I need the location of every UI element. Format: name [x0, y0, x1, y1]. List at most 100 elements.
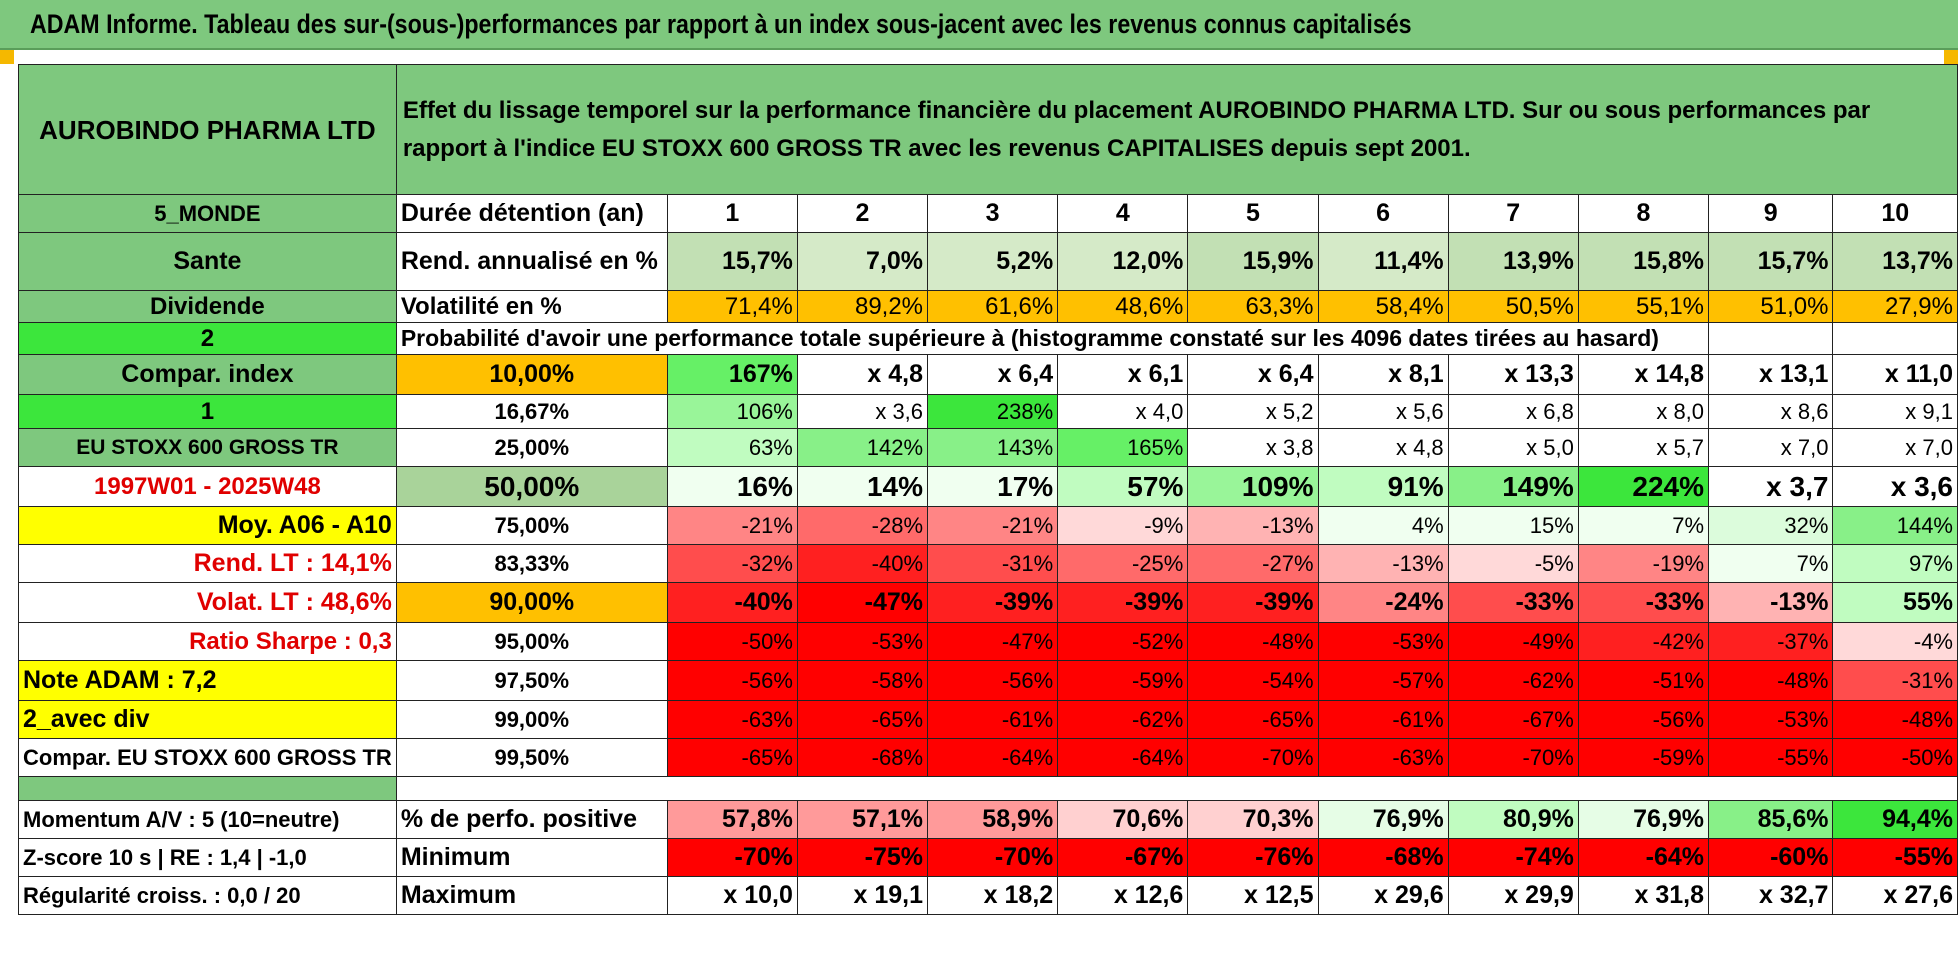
value-cell: -61% [1317, 700, 1449, 739]
value-cell: 7% [1577, 506, 1710, 545]
value-cell: 76,9% [1577, 800, 1710, 839]
value-cell: 14% [796, 466, 929, 507]
value-cell: -64% [1057, 738, 1189, 777]
row-left-cell: Compar. index [18, 354, 397, 395]
value-cell: 70,6% [1057, 800, 1189, 839]
value-cell: -57% [1317, 660, 1449, 701]
table-row: Compar. EU STOXX 600 GROSS TR 99,50% -65% -… [18, 738, 1958, 777]
value-cell: -70% [1187, 738, 1319, 777]
page-title: ADAM Informe. Tableau des sur-(sous-)per… [30, 9, 1412, 39]
value-cell: -21% [666, 506, 798, 545]
value-cell: 7 [1447, 194, 1579, 233]
value-cell: 2 [796, 194, 929, 233]
value-cell: x 7,0 [1708, 428, 1834, 467]
table-row: Moy. A06 - A10 75,00% -21% -28% -21% -9% -13% 4… [18, 506, 1958, 545]
table-description: Effet du lissage temporel sur la perform… [395, 64, 1958, 195]
value-cell: -49% [1447, 622, 1579, 661]
value-cell: -64% [1577, 838, 1710, 877]
table-row: 2_avec div 99,00% -63% -65% -61% -62% -65% -61%… [18, 700, 1958, 739]
value-cell: 7% [1708, 544, 1834, 583]
value-cell: 50,5% [1447, 290, 1579, 323]
value-cell: -60% [1708, 838, 1834, 877]
value-cell: x 6,8 [1447, 394, 1579, 429]
value-cell: -59% [1577, 738, 1710, 777]
value-cell: -51% [1577, 660, 1710, 701]
value-cell: x 5,2 [1187, 394, 1319, 429]
value-cell: 48,6% [1057, 290, 1189, 323]
value-cell: 15,8% [1577, 232, 1710, 291]
value-cell: 63,3% [1187, 290, 1319, 323]
value-cell: -42% [1577, 622, 1710, 661]
value-cell: -64% [927, 738, 1059, 777]
value-cell: 76,9% [1317, 800, 1449, 839]
value-cell: -68% [796, 738, 929, 777]
value-cell: -61% [927, 700, 1059, 739]
value-cell: x 4,0 [1057, 394, 1189, 429]
table-row: Compar. index 10,00% 167% x 4,8 x 6,4 x 6,1 x … [18, 354, 1958, 395]
value-cell: -9% [1057, 506, 1189, 545]
value-cell: 16% [666, 466, 798, 507]
value-cell: -13% [1317, 544, 1449, 583]
value-cell: -39% [1057, 582, 1189, 623]
value-cell: -24% [1317, 582, 1449, 623]
value-cell: -53% [1708, 700, 1834, 739]
value-cell: x 4,8 [1317, 428, 1449, 467]
row-label: 50,00% [395, 466, 668, 507]
empty-cell [1832, 322, 1958, 355]
value-cell: 57% [1057, 466, 1189, 507]
value-cell: 167% [666, 354, 798, 395]
value-cell: -27% [1187, 544, 1319, 583]
value-cell: 71,4% [666, 290, 798, 323]
table-row: EU STOXX 600 GROSS TR 25,00% 63% 142% 143% 16… [18, 428, 1958, 467]
table-row: Volat. LT : 48,6% 90,00% -40% -47% -39% -39% -… [18, 582, 1958, 623]
row-label: Volatilité en % [395, 290, 668, 323]
value-cell: x 19,1 [796, 876, 929, 915]
value-cell: -39% [927, 582, 1059, 623]
value-cell: x 8,6 [1708, 394, 1834, 429]
row-label: 83,33% [395, 544, 668, 583]
value-cell: -47% [927, 622, 1059, 661]
spacer-row [18, 776, 1958, 801]
value-cell: -37% [1708, 622, 1834, 661]
value-cell: 5,2% [927, 232, 1059, 291]
value-cell: -56% [927, 660, 1059, 701]
value-cell: 143% [927, 428, 1059, 467]
value-cell: 12,0% [1057, 232, 1189, 291]
performance-table: AUROBINDO PHARMA LTD Effet du lissage tem… [18, 64, 1958, 915]
row-label: Durée détention (an) [395, 194, 668, 233]
value-cell: 142% [796, 428, 929, 467]
value-cell: -13% [1708, 582, 1834, 623]
value-cell: -62% [1447, 660, 1579, 701]
value-cell: -50% [666, 622, 798, 661]
value-cell: 15,7% [1708, 232, 1834, 291]
row-left-cell: EU STOXX 600 GROSS TR [18, 428, 397, 467]
value-cell: -65% [666, 738, 798, 777]
table-row: 2 Probabilité d'avoir une performance tot… [18, 322, 1958, 355]
value-cell: 57,8% [666, 800, 798, 839]
table-row: Ratio Sharpe : 0,3 95,00% -50% -53% -47% -52%… [18, 622, 1958, 661]
row-label: 90,00% [395, 582, 668, 623]
table-row: Momentum A/V : 5 (10=neutre)% de perfo. … [18, 800, 1958, 839]
row-label: Rend. annualisé en % [395, 232, 668, 291]
value-cell: -67% [1057, 838, 1189, 877]
value-cell: 5 [1187, 194, 1319, 233]
value-cell: -63% [1317, 738, 1449, 777]
value-cell: -33% [1577, 582, 1710, 623]
value-cell: 4% [1317, 506, 1449, 545]
value-cell: 11,4% [1317, 232, 1449, 291]
value-cell: 224% [1577, 466, 1710, 507]
row-left-cell: Ratio Sharpe : 0,3 [18, 622, 397, 661]
value-cell: 58,4% [1317, 290, 1449, 323]
row-left-cell: Rend. LT : 14,1% [18, 544, 397, 583]
value-cell: x 29,6 [1317, 876, 1449, 915]
value-cell: 109% [1187, 466, 1319, 507]
value-cell: -55% [1708, 738, 1834, 777]
value-cell: x 27,6 [1832, 876, 1958, 915]
value-cell: 80,9% [1447, 800, 1579, 839]
value-cell: -68% [1317, 838, 1449, 877]
value-cell: -74% [1447, 838, 1579, 877]
value-cell: -70% [927, 838, 1059, 877]
value-cell: 51,0% [1708, 290, 1834, 323]
row-left-cell: Régularité croiss. : 0,0 / 20 [18, 876, 397, 915]
value-cell: x 13,1 [1708, 354, 1834, 395]
